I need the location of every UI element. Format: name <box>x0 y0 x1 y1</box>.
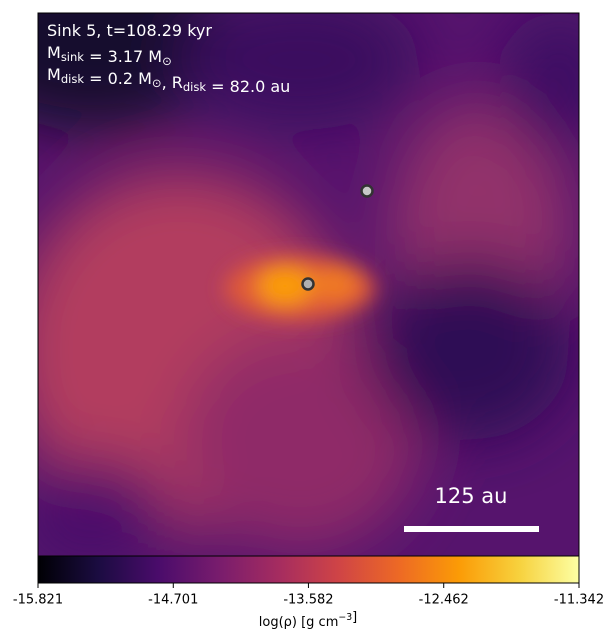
sink-marker <box>301 277 315 291</box>
density-map <box>38 13 579 556</box>
annotation: Msink = 3.17 M⊙ <box>47 43 172 68</box>
text-run: log(ρ) [g cm <box>259 615 339 630</box>
subscript: disk <box>183 80 207 94</box>
colorbar-axis: -15.821 -14.701 -13.582 -12.462 -11.342 <box>13 583 604 608</box>
colorbar <box>37 555 580 584</box>
tick-label: -11.342 <box>554 593 604 608</box>
superscript: −3 <box>338 612 352 623</box>
tick-label: -14.701 <box>148 593 198 608</box>
text-run: M <box>47 65 61 84</box>
subscript: disk <box>61 72 85 86</box>
text-run: Sink 5, t=108.29 kyr <box>47 21 212 40</box>
text-run: = 3.17 M <box>84 47 162 66</box>
text-run: = 0.2 M <box>84 69 152 88</box>
annotation: Sink 5, t=108.29 kyr <box>47 21 212 40</box>
sink-marker <box>360 184 374 198</box>
text-run: = 82.0 au <box>206 77 290 96</box>
text-run: ] <box>352 610 357 625</box>
subscript: sink <box>61 50 84 64</box>
annotation: Mdisk = 0.2 M⊙, Rdisk = 82.0 au <box>47 65 290 96</box>
tick-label: -13.582 <box>283 593 333 608</box>
text-run: , R <box>162 73 183 92</box>
subscript: ⊙ <box>152 76 162 90</box>
text-run: M <box>47 43 61 62</box>
tick-label: -15.821 <box>13 593 63 608</box>
colorbar-label: log(ρ) [g cm−3] <box>259 610 357 630</box>
subscript: ⊙ <box>162 54 172 68</box>
tick-label: -12.462 <box>419 593 469 608</box>
scale-bar-label: 125 au <box>435 484 508 508</box>
